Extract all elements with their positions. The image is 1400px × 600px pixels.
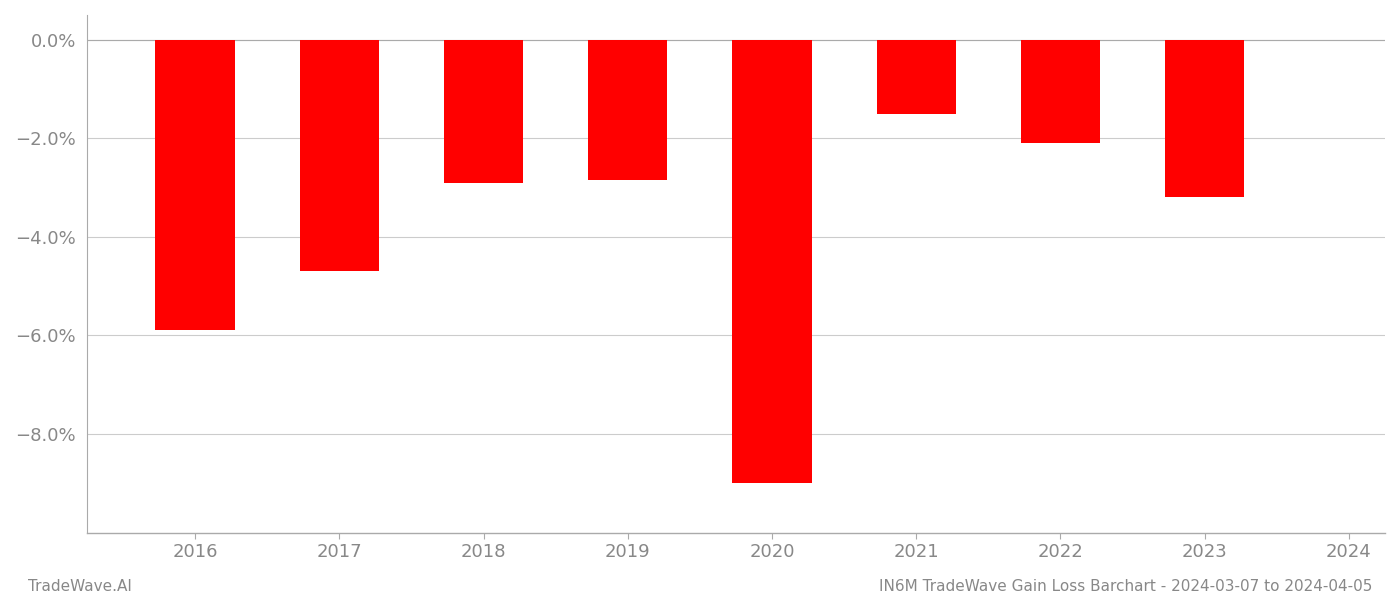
- Bar: [732, 40, 812, 483]
- Bar: [1021, 40, 1100, 143]
- Bar: [876, 40, 956, 113]
- Text: TradeWave.AI: TradeWave.AI: [28, 579, 132, 594]
- Bar: [155, 40, 235, 331]
- Bar: [588, 40, 668, 180]
- Bar: [444, 40, 524, 182]
- Bar: [1165, 40, 1245, 197]
- Bar: [300, 40, 379, 271]
- Text: IN6M TradeWave Gain Loss Barchart - 2024-03-07 to 2024-04-05: IN6M TradeWave Gain Loss Barchart - 2024…: [879, 579, 1372, 594]
